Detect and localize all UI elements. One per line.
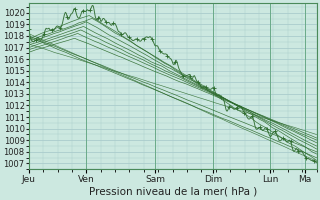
X-axis label: Pression niveau de la mer( hPa ): Pression niveau de la mer( hPa ) bbox=[89, 187, 257, 197]
